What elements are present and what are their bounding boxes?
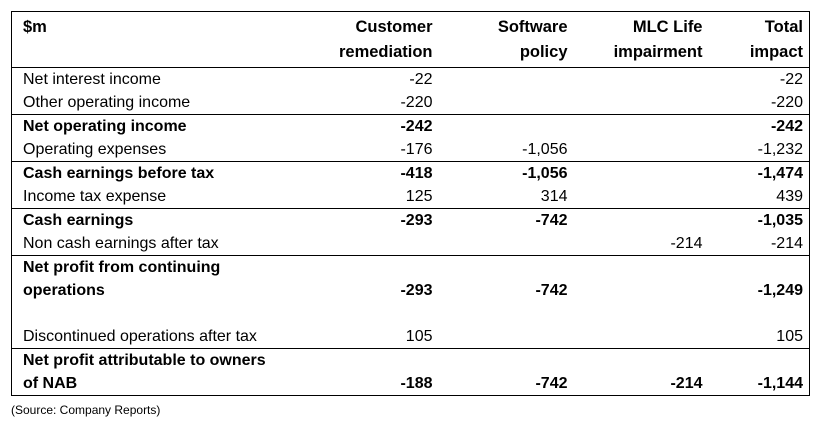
cell-mlc: [574, 68, 709, 92]
cell-mlc: [573, 161, 709, 185]
header-customer-line1: Customer: [355, 18, 433, 36]
cell-mlc: [573, 255, 709, 302]
cell-total: -22: [779, 71, 803, 88]
cell-customer: 125: [405, 188, 433, 205]
cell-customer: -418: [313, 161, 439, 185]
header-customer-line2: remediation: [338, 43, 433, 61]
cell-software: [439, 68, 574, 92]
cell-total: 105: [776, 328, 803, 345]
header-mlc-line2: impairment: [613, 43, 703, 61]
cell-software: -1,056: [522, 141, 568, 158]
table-row: Other operating income -220 -220: [12, 91, 810, 115]
row-label-line2: operations: [23, 282, 105, 299]
header-total-impact: Total impact: [708, 11, 810, 68]
cell-total: -1,249: [708, 255, 810, 302]
table-row: Net interest income -22 -22: [12, 68, 810, 92]
header-software-line2: policy: [519, 43, 568, 61]
cell-total: -220: [770, 94, 803, 111]
cell-total: -1,144: [708, 348, 810, 396]
cell-software: [439, 302, 574, 349]
row-label: Net profit from continuing operations: [11, 255, 314, 302]
row-label-line1: Net profit from continuing: [23, 259, 221, 276]
cell-mlc: [574, 91, 709, 115]
table-row: Discontinued operations after tax 105 10…: [12, 302, 810, 349]
cell-software: -742: [438, 255, 574, 302]
cell-mlc: -214: [670, 235, 703, 252]
cell-software: 314: [540, 188, 568, 205]
cell-customer: -188: [313, 348, 439, 396]
table-row: Cash earnings before tax -418 -1,056 -1,…: [11, 161, 810, 185]
cell-customer: -242: [313, 114, 439, 138]
cell-total: -1,035: [708, 208, 810, 232]
header-label-column: $m: [11, 11, 314, 68]
cell-software: -742: [438, 348, 574, 396]
table-row: Non cash earnings after tax -214 -214: [12, 232, 810, 256]
row-label: Other operating income: [23, 94, 191, 111]
row-label: Net interest income: [23, 71, 161, 88]
cell-mlc: [574, 138, 709, 162]
cell-mlc: [573, 114, 709, 138]
cell-total: 439: [776, 188, 803, 205]
cell-customer: -293: [313, 208, 439, 232]
header-mlc-line1: MLC Life: [632, 18, 703, 36]
cell-customer: [314, 232, 439, 256]
header-software-line1: Software: [497, 18, 568, 36]
cell-customer: -176: [400, 141, 433, 158]
row-label: Non cash earnings after tax: [23, 235, 219, 252]
financial-impact-table-container: $m Customer remediation Software policy ML…: [11, 11, 810, 396]
cell-customer: 105: [405, 328, 433, 345]
cell-mlc: [574, 302, 709, 349]
cell-total: -1,474: [708, 161, 810, 185]
table-row: Net operating income -242 -242: [11, 114, 810, 138]
row-label: Net profit attributable to owners of NAB: [11, 348, 314, 396]
row-label-line1: Net profit attributable to owners: [23, 352, 266, 369]
row-label: Income tax expense: [23, 188, 167, 205]
cell-mlc: -214: [573, 348, 709, 396]
table-row: Income tax expense 125 314 439: [12, 185, 810, 209]
cell-software: [438, 114, 574, 138]
cell-total: -1,232: [757, 141, 803, 158]
header-total-line1: Total: [764, 18, 803, 36]
row-label: Discontinued operations after tax: [23, 328, 257, 345]
header-software-policy: Software policy: [438, 11, 574, 68]
cell-total: -214: [770, 235, 803, 252]
cell-customer: -293: [313, 255, 439, 302]
row-label-line2: of NAB: [23, 375, 78, 392]
table-row: Cash earnings -293 -742 -1,035: [11, 208, 810, 232]
cell-mlc: [574, 185, 709, 209]
cell-customer: -22: [409, 71, 433, 88]
row-label: Cash earnings: [11, 208, 314, 232]
row-label: Cash earnings before tax: [11, 161, 314, 185]
header-total-line2: impact: [749, 43, 803, 61]
cell-software: [439, 91, 574, 115]
header-mlc-life-impairment: MLC Life impairment: [573, 11, 709, 68]
cell-software: -742: [438, 208, 574, 232]
row-label: Operating expenses: [23, 141, 167, 158]
cell-software: [439, 232, 574, 256]
table-row: Net profit attributable to owners of NAB …: [11, 348, 810, 396]
header-label-text: $m: [23, 18, 47, 36]
cell-software: -1,056: [438, 161, 574, 185]
financial-impact-table: $m Customer remediation Software policy ML…: [11, 11, 810, 396]
cell-mlc: [573, 208, 709, 232]
table-row: Net profit from continuing operations -29…: [11, 255, 810, 302]
table-row: Operating expenses -176 -1,056 -1,232: [12, 138, 810, 162]
table-header-row: $m Customer remediation Software policy ML…: [11, 11, 810, 68]
header-customer-remediation: Customer remediation: [313, 11, 439, 68]
row-label: Net operating income: [11, 114, 314, 138]
cell-total: -242: [708, 114, 810, 138]
cell-customer: -220: [400, 94, 433, 111]
source-note: (Source: Company Reports): [11, 403, 161, 417]
